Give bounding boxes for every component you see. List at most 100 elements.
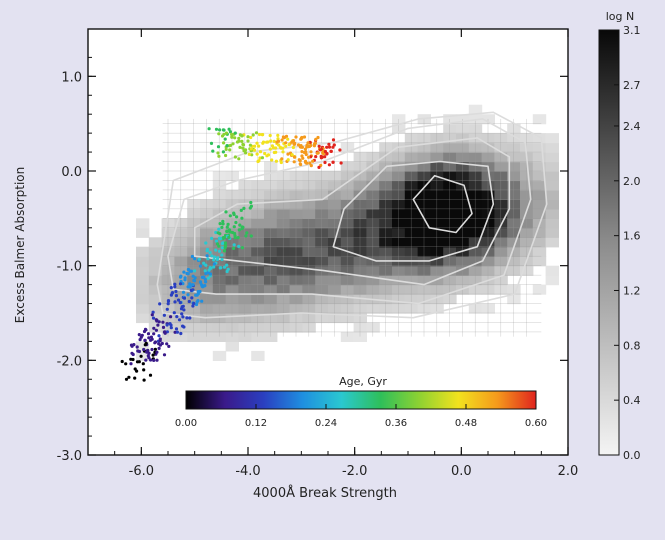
heatmap-cell bbox=[481, 256, 495, 267]
heatmap-cell bbox=[520, 208, 534, 219]
age-point bbox=[237, 157, 241, 161]
age-point bbox=[225, 229, 229, 233]
heatmap-cell bbox=[353, 303, 367, 314]
age-point bbox=[185, 316, 189, 320]
age-point bbox=[313, 141, 317, 145]
age-point bbox=[143, 338, 147, 342]
heatmap-cell bbox=[315, 275, 329, 286]
heatmap-cell bbox=[507, 294, 521, 305]
heatmap-cell bbox=[443, 294, 457, 305]
density-heatmap bbox=[136, 104, 559, 361]
heatmap-cell bbox=[404, 189, 419, 200]
age-point bbox=[231, 142, 235, 146]
age-point bbox=[145, 350, 149, 354]
age-point bbox=[187, 299, 191, 304]
heatmap-cell bbox=[302, 275, 316, 286]
heatmap-cell bbox=[238, 294, 252, 305]
age-point bbox=[169, 286, 173, 290]
heatmap-cell bbox=[379, 180, 393, 191]
heatmap-cell bbox=[251, 208, 265, 219]
age-point bbox=[163, 331, 167, 335]
heatmap-cell bbox=[302, 294, 316, 305]
age-point bbox=[166, 299, 171, 303]
heatmap-cell bbox=[430, 133, 444, 144]
age-point bbox=[177, 318, 182, 322]
heatmap-cell bbox=[251, 322, 265, 333]
age-point bbox=[261, 141, 265, 145]
age-point bbox=[153, 341, 157, 345]
age-point bbox=[173, 285, 177, 289]
heatmap-cell bbox=[289, 265, 303, 276]
age-point bbox=[213, 255, 217, 259]
heatmap-cell bbox=[276, 303, 291, 314]
age-point bbox=[240, 246, 244, 250]
heatmap-cell bbox=[161, 218, 175, 229]
age-point bbox=[329, 149, 333, 153]
age-point bbox=[317, 144, 321, 148]
heatmap-cell bbox=[136, 294, 150, 305]
age-point bbox=[280, 157, 284, 161]
heatmap-cell bbox=[315, 284, 329, 295]
age-point bbox=[152, 332, 156, 336]
age-point bbox=[282, 136, 286, 140]
age-colorbar-tick-label: 0.60 bbox=[525, 418, 547, 429]
age-point bbox=[327, 163, 331, 167]
heatmap-cell bbox=[507, 237, 521, 248]
heatmap-cell bbox=[379, 294, 393, 305]
density-grid-lines bbox=[162, 118, 542, 337]
heatmap-cell bbox=[289, 199, 303, 210]
heatmap-cell bbox=[392, 123, 406, 134]
density-colorbar-tick-label: 0.8 bbox=[623, 339, 641, 352]
age-point bbox=[181, 315, 185, 319]
heatmap-cell bbox=[136, 265, 150, 276]
heatmap-cell bbox=[328, 189, 342, 200]
heatmap-cell bbox=[200, 199, 214, 210]
heatmap-cell bbox=[468, 284, 483, 295]
age-point bbox=[138, 338, 142, 342]
heatmap-cell bbox=[161, 284, 175, 295]
age-point bbox=[214, 248, 218, 252]
heatmap-cell bbox=[507, 199, 521, 210]
age-point bbox=[268, 147, 272, 151]
age-point bbox=[240, 139, 244, 143]
heatmap-cell bbox=[520, 246, 534, 257]
heatmap-cell bbox=[443, 227, 457, 238]
heatmap-cell bbox=[328, 313, 342, 324]
age-point bbox=[309, 164, 313, 168]
heatmap-cell bbox=[494, 161, 508, 172]
age-point bbox=[179, 307, 184, 311]
heatmap-cell bbox=[353, 189, 367, 200]
age-point bbox=[300, 150, 304, 154]
heatmap-cell bbox=[456, 208, 470, 219]
age-point bbox=[228, 148, 232, 152]
age-point bbox=[212, 258, 216, 262]
density-colorbar-ticks: 3.1 2.7 2.4 2.0 1.6 1.2 0.8 0.4 0.0 bbox=[614, 24, 641, 462]
heatmap-cell bbox=[507, 142, 521, 153]
age-point bbox=[270, 144, 274, 148]
density-colorbar-title: log N bbox=[606, 10, 635, 23]
heatmap-cell bbox=[468, 265, 483, 276]
heatmap-cell bbox=[161, 246, 175, 257]
age-point bbox=[218, 128, 222, 132]
age-point bbox=[294, 135, 298, 139]
age-point bbox=[233, 155, 237, 159]
heatmap-cell bbox=[315, 294, 329, 305]
age-point bbox=[227, 235, 231, 239]
heatmap-cell bbox=[340, 294, 355, 305]
heatmap-cell bbox=[161, 265, 175, 276]
age-point bbox=[205, 254, 209, 258]
y-tick-label: 1.0 bbox=[61, 70, 82, 85]
heatmap-cell bbox=[494, 142, 508, 153]
age-point bbox=[154, 328, 158, 332]
age-point bbox=[198, 264, 202, 268]
heatmap-cell bbox=[148, 294, 163, 305]
age-point bbox=[218, 222, 222, 226]
heatmap-cell bbox=[494, 275, 508, 286]
heatmap-cell bbox=[289, 218, 303, 229]
heatmap-cell bbox=[315, 180, 329, 191]
heatmap-cell bbox=[404, 161, 419, 172]
heatmap-cell bbox=[392, 171, 406, 182]
heatmap-cell bbox=[353, 246, 367, 257]
heatmap-cell bbox=[136, 284, 150, 295]
age-point bbox=[228, 130, 232, 134]
